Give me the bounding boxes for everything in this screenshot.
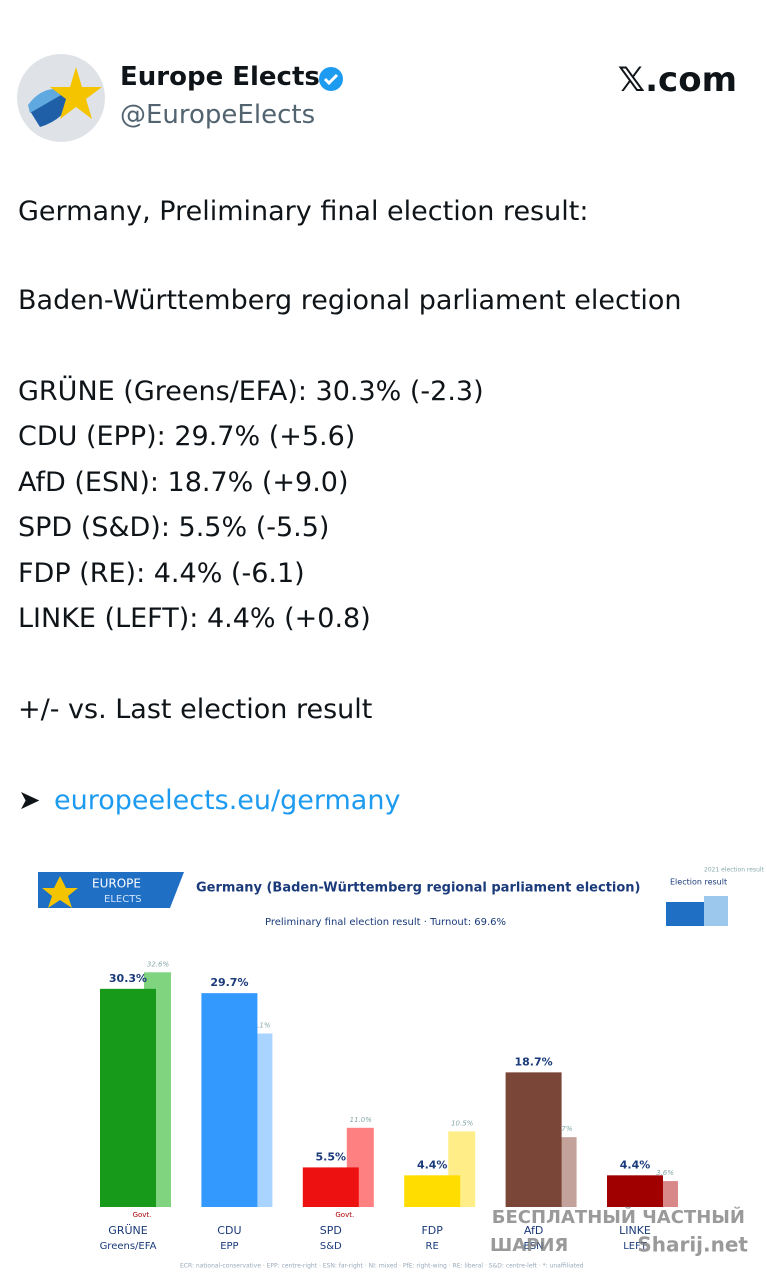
- watermark: Sharij.net: [637, 1233, 748, 1257]
- verified-badge: [319, 67, 343, 91]
- category-label: AfD: [524, 1224, 543, 1237]
- bar: [607, 1175, 663, 1207]
- bar: [404, 1175, 461, 1207]
- bar: [505, 1072, 562, 1207]
- brand: 𝕏.com: [617, 60, 737, 100]
- footnote: ECR: national-conservative · EPP: centre…: [180, 1263, 584, 1270]
- value-label: 4.4%: [417, 1158, 448, 1171]
- watermark: ШАРИЯ: [490, 1235, 568, 1256]
- value-label: 18.7%: [515, 1055, 553, 1068]
- logo-text: ELECTS: [104, 894, 142, 905]
- category-label: GRÜNE: [108, 1224, 147, 1237]
- post-text: Germany, Preliminary final election resu…: [18, 196, 589, 227]
- post-text: AfD (ESN): 18.7% (+9.0): [18, 467, 349, 498]
- post-text: CDU (EPP): 29.7% (+5.6): [18, 421, 356, 452]
- chart-subtitle: Preliminary final election result · Turn…: [265, 917, 506, 928]
- category-label: SPD: [320, 1224, 342, 1237]
- bar: [201, 993, 258, 1207]
- value-label: 24.1%: [248, 1021, 271, 1029]
- post-text: GRÜNE (Greens/EFA): 30.3% (-2.3): [18, 376, 484, 407]
- value-label: 5.5%: [316, 1150, 347, 1163]
- legend-label: Election result: [670, 878, 727, 887]
- govt-note: Govt.: [133, 1211, 152, 1219]
- post-text: SPD (S&D): 5.5% (-5.5): [18, 512, 330, 543]
- group-label: EPP: [220, 1241, 238, 1252]
- govt-note: Govt.: [335, 1211, 354, 1219]
- category-label: FDP: [421, 1224, 443, 1237]
- value-label: 10.5%: [451, 1119, 474, 1127]
- bar: [302, 1167, 359, 1207]
- post-text: Baden-Württemberg regional parliament el…: [18, 285, 682, 316]
- legend-swatch: [704, 896, 728, 926]
- group-label: ESN: [524, 1241, 544, 1252]
- account-handle[interactable]: @EuropeElects: [120, 100, 316, 130]
- category-label: CDU: [217, 1224, 241, 1237]
- account-name[interactable]: Europe Elects: [120, 62, 320, 92]
- value-label: 9.7%: [555, 1125, 573, 1133]
- post-text: +/- vs. Last election result: [18, 694, 373, 725]
- group-label: LEFT: [623, 1241, 647, 1252]
- link-arrow: ➤: [18, 785, 41, 816]
- value-label: 3.6%: [656, 1169, 674, 1177]
- chart-title: Germany (Baden-Württemberg regional parl…: [196, 881, 641, 896]
- value-label: 4.4%: [620, 1158, 651, 1171]
- logo-text: EUROPE: [92, 877, 141, 891]
- bar: [100, 988, 156, 1207]
- value-label: 30.3%: [109, 972, 147, 985]
- value-label: 11.0%: [350, 1116, 373, 1124]
- avatar[interactable]: [16, 53, 106, 143]
- post-text: FDP (RE): 4.4% (-6.1): [18, 558, 305, 589]
- value-label: 32.6%: [147, 960, 170, 968]
- group-label: S&D: [320, 1241, 342, 1252]
- category-label: LINKE: [619, 1224, 651, 1237]
- chart-image[interactable]: EUROPE ELECTS Germany (Baden-Württemberg…: [0, 850, 767, 1280]
- post-link[interactable]: europeelects.eu/germany: [54, 785, 401, 816]
- legend-label: 2021 election result: [704, 867, 765, 874]
- watermark: БЕСПЛАТНЫЙ ЧАСТНЫЙ: [492, 1206, 745, 1228]
- value-label: 29.7%: [210, 976, 248, 989]
- group-label: RE: [426, 1241, 439, 1252]
- post-text: LINKE (LEFT): 4.4% (+0.8): [18, 603, 371, 634]
- group-label: Greens/EFA: [100, 1241, 157, 1252]
